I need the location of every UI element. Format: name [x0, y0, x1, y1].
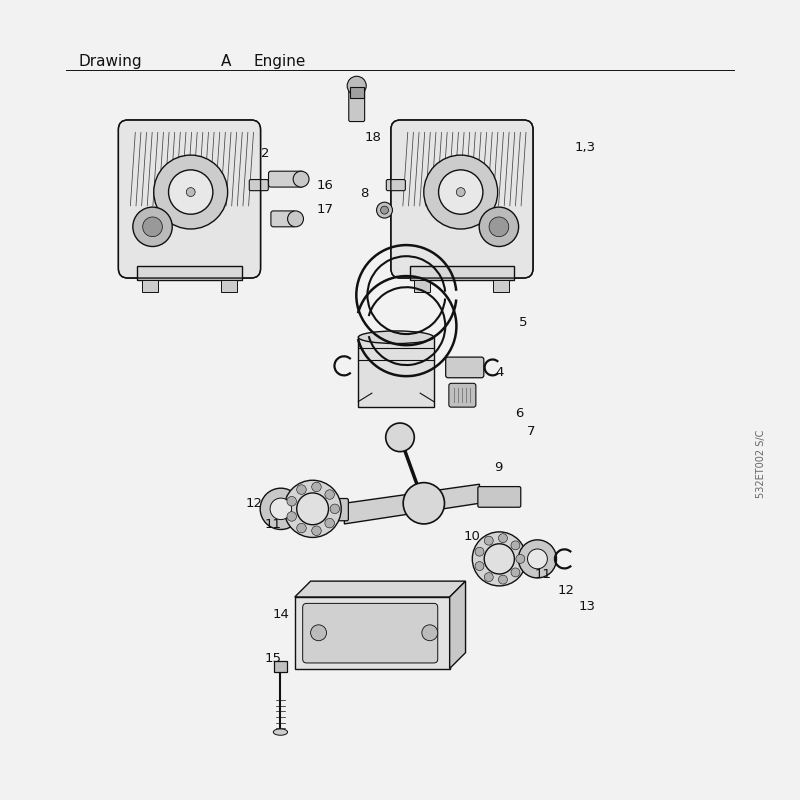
Text: 16: 16: [317, 179, 334, 192]
Text: Drawing: Drawing: [78, 54, 142, 69]
Circle shape: [330, 504, 340, 514]
FancyBboxPatch shape: [274, 662, 286, 673]
Text: 5: 5: [519, 316, 528, 329]
Circle shape: [498, 575, 507, 584]
Circle shape: [438, 170, 483, 214]
Circle shape: [169, 170, 213, 214]
FancyBboxPatch shape: [269, 171, 303, 187]
FancyBboxPatch shape: [250, 179, 268, 190]
Text: 14: 14: [273, 608, 290, 621]
Circle shape: [287, 512, 297, 522]
FancyBboxPatch shape: [410, 266, 514, 280]
Ellipse shape: [358, 331, 434, 343]
Text: 1,3: 1,3: [574, 141, 596, 154]
FancyBboxPatch shape: [414, 280, 430, 292]
Circle shape: [186, 188, 195, 197]
Circle shape: [325, 518, 334, 528]
Circle shape: [456, 188, 465, 197]
FancyBboxPatch shape: [449, 383, 476, 407]
Circle shape: [424, 155, 498, 229]
Circle shape: [381, 206, 389, 214]
FancyBboxPatch shape: [350, 87, 364, 98]
Circle shape: [133, 207, 172, 246]
Circle shape: [377, 202, 393, 218]
Text: 4: 4: [495, 366, 504, 378]
Circle shape: [297, 493, 329, 525]
Text: 10: 10: [463, 530, 481, 543]
Text: 2: 2: [261, 147, 270, 160]
Circle shape: [347, 76, 366, 95]
FancyBboxPatch shape: [271, 211, 295, 227]
Circle shape: [386, 423, 414, 452]
Circle shape: [484, 573, 494, 582]
FancyBboxPatch shape: [446, 357, 484, 378]
Circle shape: [297, 523, 306, 533]
FancyBboxPatch shape: [391, 120, 533, 278]
Circle shape: [484, 536, 494, 545]
Circle shape: [287, 211, 303, 227]
FancyBboxPatch shape: [349, 90, 365, 122]
Circle shape: [142, 217, 162, 237]
Circle shape: [516, 554, 525, 563]
Circle shape: [475, 547, 484, 556]
FancyBboxPatch shape: [118, 120, 261, 278]
Text: Engine: Engine: [253, 54, 306, 69]
Circle shape: [287, 497, 297, 506]
Circle shape: [312, 526, 322, 535]
FancyBboxPatch shape: [478, 486, 521, 507]
Text: 11: 11: [265, 518, 282, 531]
Text: 12: 12: [558, 584, 574, 597]
Text: 9: 9: [494, 461, 502, 474]
Polygon shape: [450, 581, 466, 669]
Circle shape: [484, 544, 514, 574]
FancyBboxPatch shape: [142, 280, 158, 292]
Circle shape: [270, 498, 291, 519]
Circle shape: [293, 171, 309, 187]
FancyBboxPatch shape: [386, 179, 406, 190]
Text: 12: 12: [245, 497, 262, 510]
Text: 13: 13: [578, 600, 596, 613]
Text: 7: 7: [527, 426, 536, 438]
Circle shape: [518, 540, 557, 578]
Circle shape: [511, 541, 520, 550]
Polygon shape: [294, 581, 466, 597]
Text: 11: 11: [535, 568, 552, 582]
Ellipse shape: [274, 729, 287, 735]
Circle shape: [498, 534, 507, 542]
Circle shape: [260, 488, 302, 530]
Circle shape: [297, 485, 306, 494]
Text: 6: 6: [515, 407, 523, 420]
Polygon shape: [344, 484, 479, 524]
Circle shape: [489, 217, 509, 237]
FancyBboxPatch shape: [315, 498, 348, 521]
Circle shape: [422, 625, 438, 641]
Text: 18: 18: [364, 131, 381, 144]
Circle shape: [511, 568, 520, 577]
Circle shape: [527, 549, 547, 569]
Text: 532ET002 S/C: 532ET002 S/C: [757, 430, 766, 498]
FancyBboxPatch shape: [302, 603, 438, 663]
Circle shape: [310, 625, 326, 641]
Polygon shape: [294, 597, 450, 669]
Circle shape: [325, 490, 334, 499]
FancyBboxPatch shape: [221, 280, 237, 292]
Circle shape: [312, 482, 322, 492]
FancyBboxPatch shape: [137, 266, 242, 280]
Text: 8: 8: [360, 187, 369, 200]
Circle shape: [284, 480, 342, 538]
FancyBboxPatch shape: [494, 280, 510, 292]
Text: 15: 15: [265, 652, 282, 665]
Circle shape: [472, 532, 526, 586]
Text: 17: 17: [317, 203, 334, 216]
Text: A: A: [222, 54, 232, 69]
Circle shape: [475, 562, 484, 570]
Circle shape: [479, 207, 518, 246]
Circle shape: [154, 155, 228, 229]
FancyBboxPatch shape: [358, 338, 434, 407]
Circle shape: [403, 482, 445, 524]
